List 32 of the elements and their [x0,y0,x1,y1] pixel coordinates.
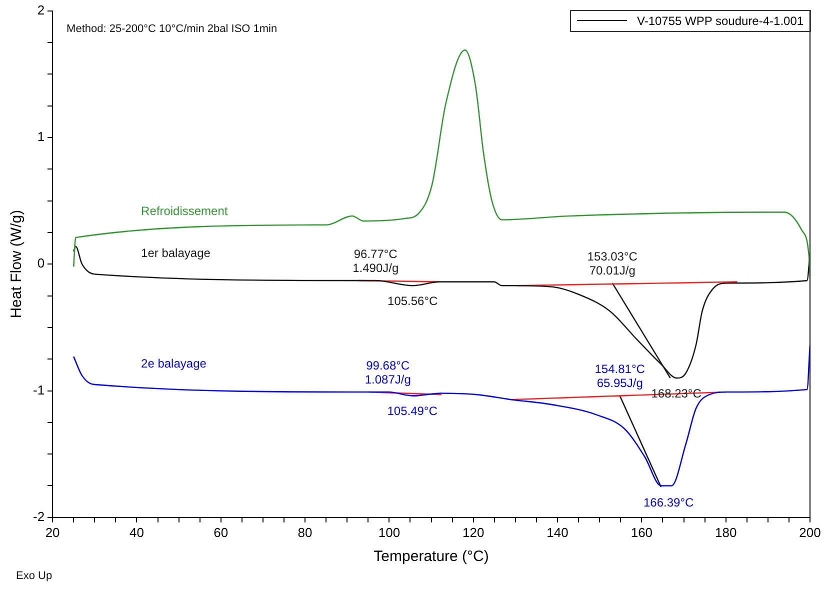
series-label: 2e balayage [141,356,207,370]
x-tick-label: 60 [214,524,228,540]
x-tick-label: 200 [799,524,821,540]
annotation: 105.56°C [388,294,438,308]
line-series [72,49,810,278]
y-axis-title: Heat Flow (W/g) [8,210,26,318]
annotation: 153.03°C 70.01J/g [587,249,638,278]
x-tick-label: 140 [546,524,568,540]
x-tick-label: 100 [378,524,400,540]
series-label: Refroidissement [141,204,228,218]
annotation: 154.81°C 65.95J/g [594,362,646,390]
x-tick-label: 120 [462,524,484,540]
line-series [72,344,810,486]
series-label: 1er balayage [141,246,211,260]
y-tick-label: -2 [32,508,45,524]
y-tick-label: 2 [37,2,45,18]
x-axis-title: Temperature (°C) [374,548,489,566]
x-tick-label: 40 [129,524,144,540]
x-tick-label: 80 [298,524,312,540]
x-tick-label: 160 [630,524,653,540]
y-tick-label: 0 [37,256,45,271]
annotation: Method: 25-200°C 10°C/min 2bal ISO 1min [66,22,278,35]
x-tick-label: 20 [45,524,60,540]
annotation: 96.77°C 1.490J/g [352,246,399,275]
y-tick-label: -1 [32,382,45,398]
annotation: 99.68°C 1.087J/g [364,358,411,386]
y-tick-label: 1 [37,129,45,144]
text: Exo Up [16,570,52,582]
x-tick-label: 180 [714,524,737,540]
annotation: 105.49°C [387,404,438,418]
legend-title: V-10755 WPP soudure-4-1.001 [637,14,804,28]
annotation: 166.39°C [643,495,694,510]
